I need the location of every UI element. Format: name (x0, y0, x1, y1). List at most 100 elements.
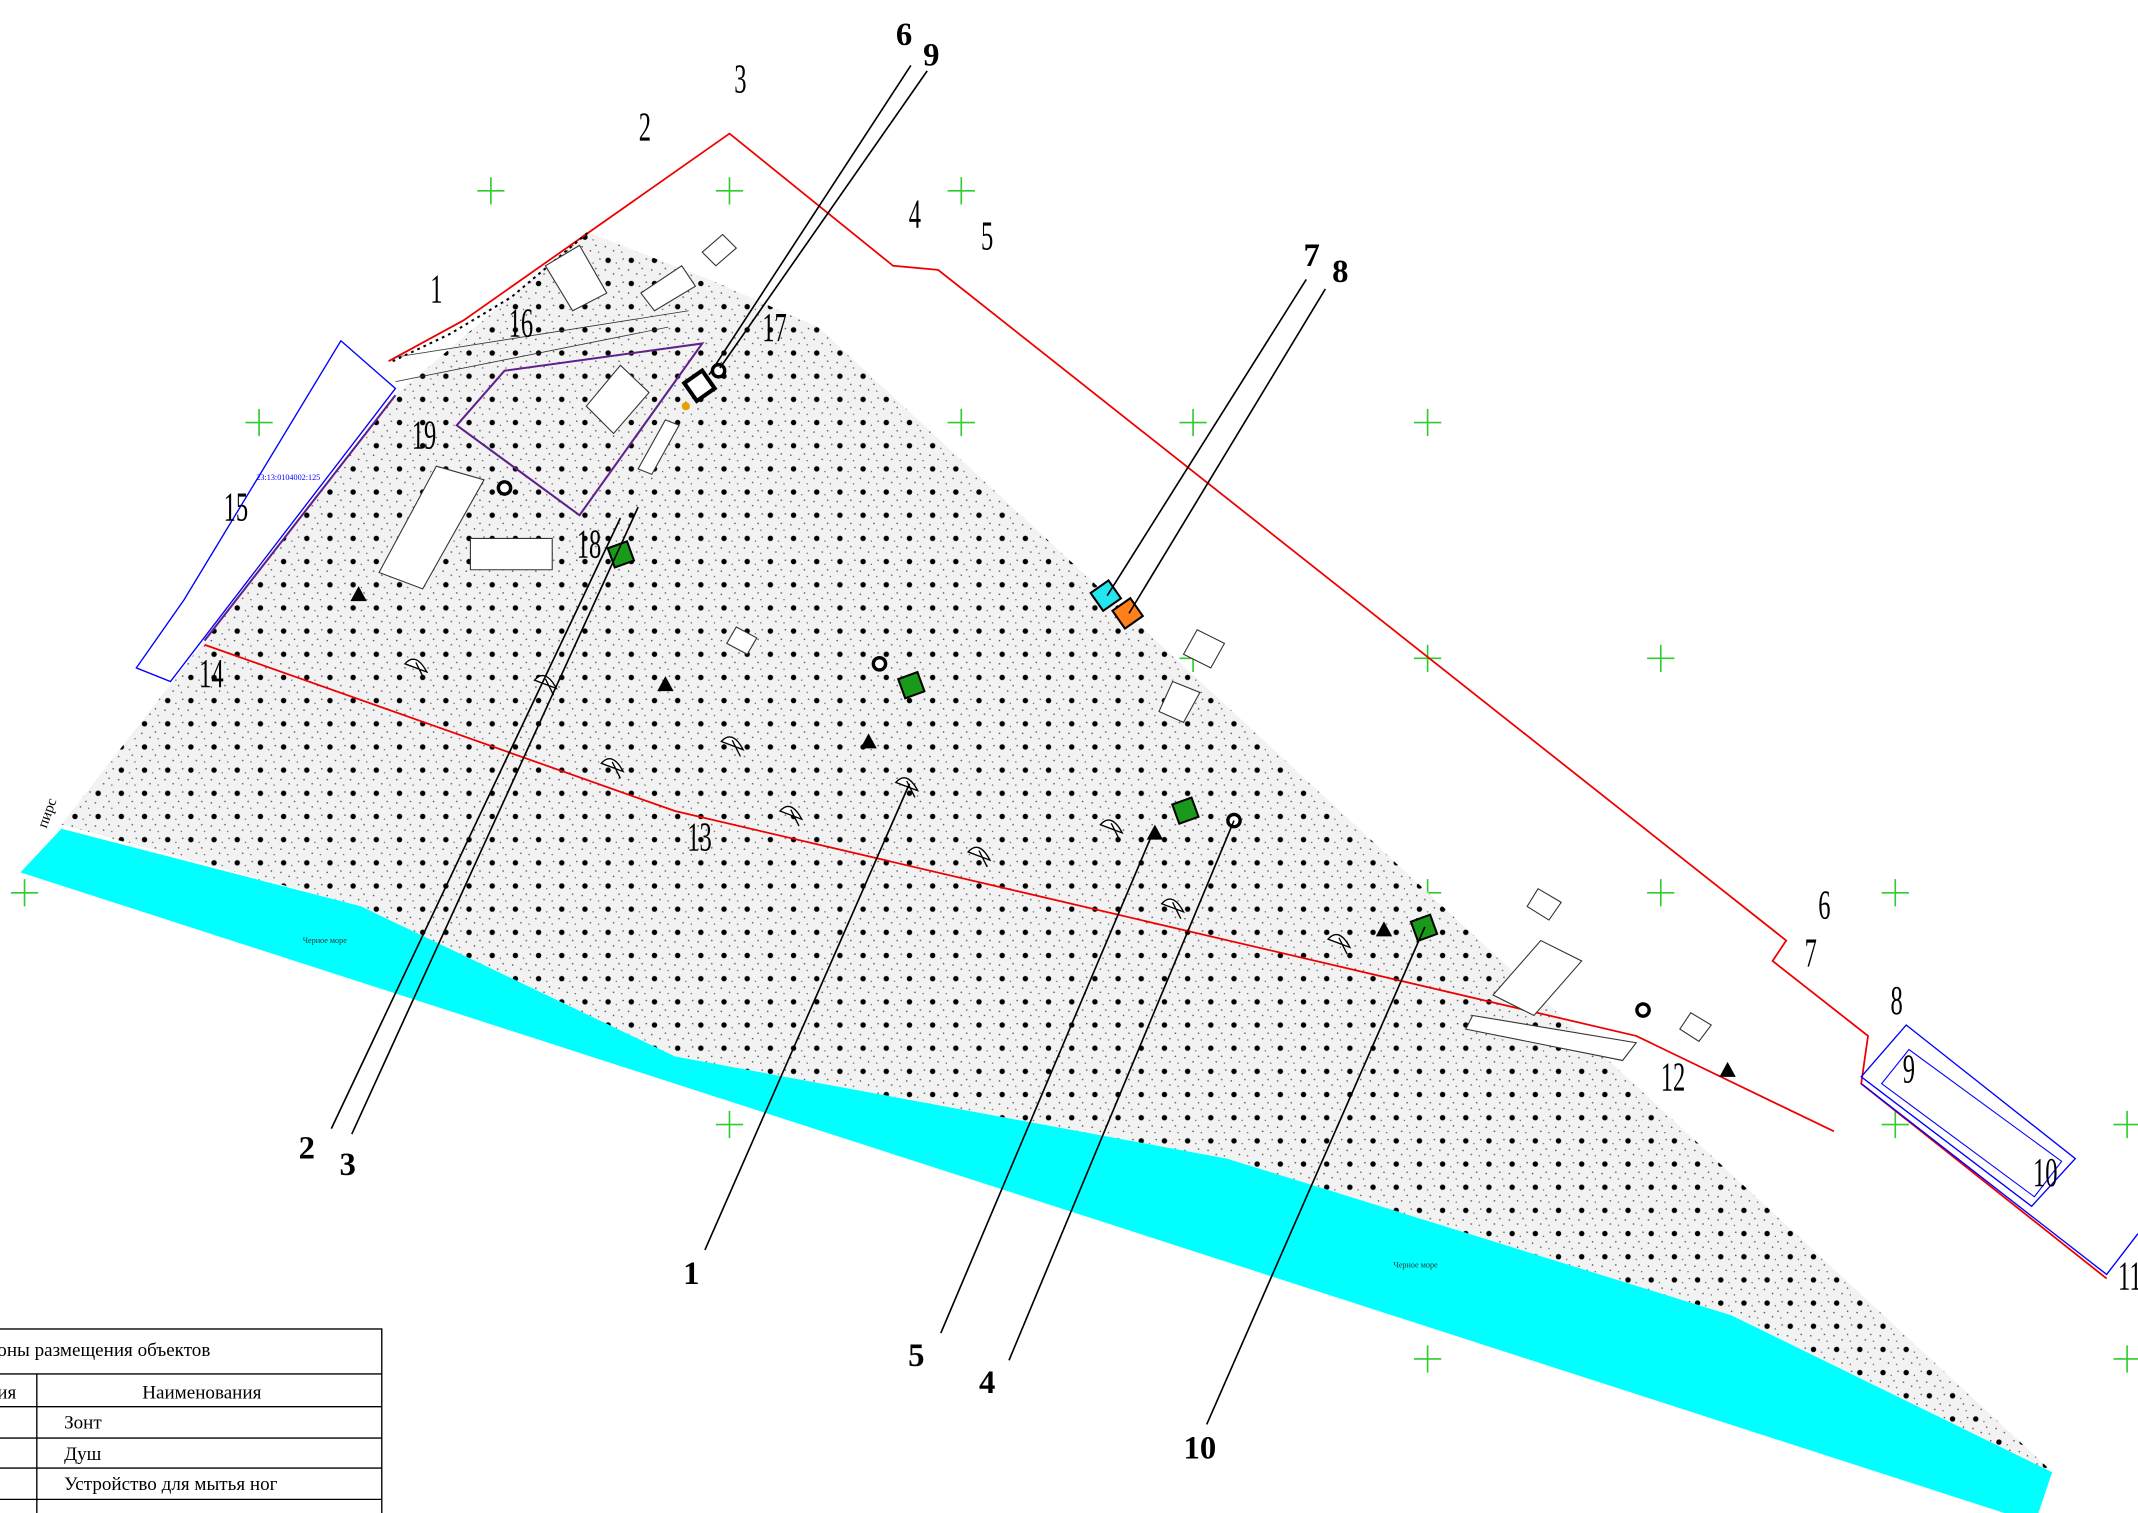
sea-label: Черное море (1394, 1261, 1439, 1270)
grid-cross (2113, 1345, 2138, 1373)
boundary-point-label: 9 (1903, 1047, 1915, 1092)
grid-cross (1413, 644, 1442, 672)
foot-wash-symbol (871, 655, 888, 672)
boundary-point-label: 10 (2033, 1151, 2058, 1196)
umbrella-symbol (778, 805, 804, 827)
table-header: Наименования (142, 1383, 261, 1404)
grid-cross (1881, 879, 1909, 907)
road-line (395, 310, 689, 358)
grid-cross (1413, 1345, 1442, 1373)
umbrella-symbol (600, 758, 625, 779)
plot (1860, 1083, 2138, 1276)
callout-label: 4 (979, 1365, 995, 1401)
callout-label: 1 (683, 1256, 699, 1292)
callout-line (940, 833, 1153, 1334)
shower-symbol (1719, 1061, 1736, 1077)
boundary-point-label: 8 (1891, 979, 1903, 1024)
shower-symbol (350, 586, 367, 602)
boundary-point-label: 12 (1661, 1055, 1686, 1100)
pier-label: пирс (35, 796, 60, 830)
boundary-labels: 12345678910111213141516171819 (199, 58, 2138, 1300)
boundary-point-label: 17 (762, 306, 787, 351)
shower-symbol (657, 676, 674, 692)
boundary-point-label: 7 (1805, 931, 1817, 976)
building (1526, 887, 1563, 921)
orange-square (1111, 596, 1145, 630)
zone-line (204, 643, 1835, 1133)
plot (455, 342, 705, 517)
grid-cross (245, 408, 273, 437)
grid-cross (1881, 1110, 1909, 1139)
boundary-point-label: 5 (981, 214, 993, 259)
callout-label: 3 (340, 1147, 356, 1183)
boundary-point-label: 11 (2118, 1254, 2138, 1299)
umbrella-symbol (533, 674, 558, 696)
sea-label: Черное море (303, 936, 348, 945)
sea (20, 828, 2053, 1513)
grid-cross (477, 177, 505, 205)
cyan-square (1089, 579, 1123, 613)
boundary-point-label: 19 (412, 413, 437, 458)
grid-cross (10, 879, 39, 907)
legend-table: оны размещения объектов ия Наименования … (0, 1328, 383, 1513)
green-square (896, 670, 926, 700)
umbrella-symbol (403, 658, 429, 680)
table-frame (0, 1328, 383, 1513)
building (544, 244, 608, 312)
road-lines (395, 310, 689, 383)
beach (61, 231, 2053, 1473)
umbrella-symbol (966, 846, 992, 868)
boundary-point-label: 6 (1818, 884, 1830, 929)
callout-lines (330, 64, 1426, 1425)
table-header: ия (0, 1383, 16, 1404)
umbrella-symbol (1160, 898, 1185, 920)
callout-line (704, 783, 911, 1251)
boundary-point-label: 15 (224, 486, 249, 531)
boundary-point-label: 14 (199, 652, 224, 697)
grid-cross (1413, 408, 1442, 437)
callout-line (1106, 278, 1307, 597)
callout-line (1205, 926, 1426, 1425)
building (1492, 939, 1583, 1017)
boundary-point-label: 16 (509, 302, 534, 347)
boundary (388, 132, 2108, 1280)
plot (203, 394, 397, 642)
callout-label: 2 (299, 1131, 315, 1167)
boundary-point-label: 2 (639, 105, 651, 150)
callout-label: 10 (1184, 1430, 1217, 1466)
callout-line (351, 506, 639, 1135)
building (640, 265, 697, 312)
callout-label: 8 (1332, 254, 1348, 290)
buildings (378, 233, 1713, 1062)
boundary-point-label: 1 (430, 267, 442, 312)
grid-cross (947, 408, 975, 437)
grid-cross (715, 1110, 744, 1139)
umbrella-symbol (720, 736, 745, 757)
building (701, 233, 738, 267)
plot (1880, 1048, 2063, 1198)
cadastral-number: 23:13:0104002:125 (256, 473, 320, 482)
callout-label: 9 (923, 37, 939, 73)
grid-cross (1647, 644, 1675, 672)
building (585, 364, 650, 435)
building (1679, 1012, 1713, 1043)
grid-cross (1179, 408, 1207, 437)
building (469, 537, 553, 571)
boundary-point-label: 3 (734, 58, 746, 103)
table-cell: Зонт (64, 1412, 102, 1433)
callout-line (330, 517, 622, 1129)
pier-plot (135, 339, 397, 683)
callout-line (719, 70, 928, 369)
grid-cross (2113, 1110, 2138, 1139)
callout-line (708, 64, 912, 376)
callout-line (1128, 288, 1327, 614)
callout-label: 7 (1304, 238, 1320, 274)
table-cell: Душ (64, 1444, 102, 1465)
umbrella-symbol (1099, 819, 1124, 840)
building (1182, 629, 1226, 669)
boundary-point-label: 4 (909, 192, 921, 237)
table-title: оны размещения объектов (0, 1340, 210, 1361)
